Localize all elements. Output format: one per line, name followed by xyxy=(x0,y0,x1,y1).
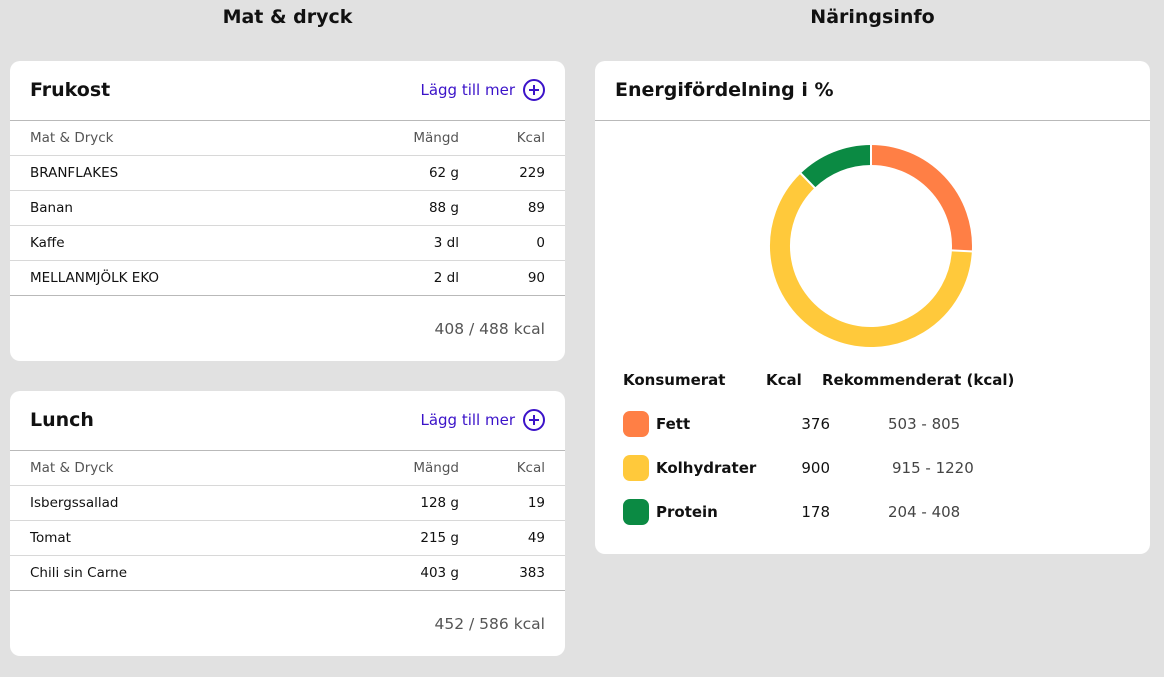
breakfast-total: 408 / 488 kcal xyxy=(434,320,545,338)
legend-name: Protein xyxy=(656,503,718,521)
header-amount: Mängd xyxy=(413,460,459,476)
table-header: Mat & Dryck Mängd Kcal xyxy=(10,121,565,156)
food-name: Kaffe xyxy=(30,235,65,251)
donut-slice-kolhydrater xyxy=(770,173,972,347)
lunch-add-more-button[interactable]: Lägg till mer xyxy=(420,409,545,431)
food-amount: 2 dl xyxy=(433,270,459,286)
donut-separator xyxy=(793,165,823,196)
legend-kcal: 376 xyxy=(801,415,830,433)
table-row[interactable]: BRANFLAKES 62 g 229 xyxy=(10,156,565,191)
food-name: Isbergssallad xyxy=(30,495,119,511)
legend-row-protein: Protein 178 204 - 408 xyxy=(623,499,1023,525)
lunch-add-more-label: Lägg till mer xyxy=(420,411,515,429)
lunch-card-header: Lunch Lägg till mer xyxy=(10,391,565,451)
fat-swatch xyxy=(623,411,649,437)
donut-slice-fett xyxy=(870,145,972,252)
lunch-title: Lunch xyxy=(30,409,94,431)
protein-swatch xyxy=(623,499,649,525)
legend-name: Kolhydrater xyxy=(656,459,757,477)
food-amount: 88 g xyxy=(428,200,459,216)
legend-kcal: 178 xyxy=(801,503,830,521)
legend-recommended: 503 - 805 xyxy=(888,415,961,433)
food-name: MELLANMJÖLK EKO xyxy=(30,270,160,286)
food-kcal: 0 xyxy=(536,235,545,251)
energy-card: Energifördelning i % Konsumerat Kcal Rek… xyxy=(595,61,1150,554)
legend-recommended: 204 - 408 xyxy=(888,503,961,521)
energy-title: Energifördelning i % xyxy=(615,79,834,101)
food-name: Chili sin Carne xyxy=(30,565,128,581)
food-kcal: 229 xyxy=(519,165,545,181)
breakfast-title: Frukost xyxy=(30,79,111,101)
table-row[interactable]: MELLANMJÖLK EKO 2 dl 90 xyxy=(10,261,565,296)
food-amount: 215 g xyxy=(420,530,459,546)
table-row[interactable]: Banan 88 g 89 xyxy=(10,191,565,226)
legend-row-carbs: Kolhydrater 900 915 - 1220 xyxy=(623,455,1023,481)
legend-name: Fett xyxy=(656,415,691,433)
donut-slice-protein xyxy=(800,145,872,189)
plus-circle-icon xyxy=(523,409,545,431)
food-kcal: 383 xyxy=(519,565,545,581)
lunch-card: Lunch Lägg till mer Mat & Dryck Mängd Kc… xyxy=(10,391,565,656)
food-name: Banan xyxy=(30,200,73,216)
food-kcal: 90 xyxy=(527,270,545,286)
food-amount: 62 g xyxy=(428,165,459,181)
breakfast-add-more-label: Lägg till mer xyxy=(420,81,515,99)
breakfast-card-header: Frukost Lägg till mer xyxy=(10,61,565,121)
table-header: Mat & Dryck Mängd Kcal xyxy=(10,451,565,486)
legend-recommended: 915 - 1220 xyxy=(892,459,974,477)
carbs-swatch xyxy=(623,455,649,481)
plus-circle-icon xyxy=(523,79,545,101)
food-kcal: 19 xyxy=(527,495,545,511)
header-kcal: Kcal xyxy=(516,130,545,146)
table-row[interactable]: Chili sin Carne 403 g 383 xyxy=(10,556,565,591)
breakfast-add-more-button[interactable]: Lägg till mer xyxy=(420,79,545,101)
food-kcal: 89 xyxy=(527,200,545,216)
donut-separator xyxy=(941,248,976,253)
legend-header-kcal: Kcal xyxy=(766,371,802,389)
lunch-total: 452 / 586 kcal xyxy=(434,615,545,633)
food-amount: 3 dl xyxy=(433,235,459,251)
food-name: BRANFLAKES xyxy=(30,165,119,181)
nutrition-column-title: Näringsinfo xyxy=(810,6,935,28)
header-food: Mat & Dryck xyxy=(30,460,114,476)
breakfast-card: Frukost Lägg till mer Mat & Dryck Mängd … xyxy=(10,61,565,361)
table-row[interactable]: Kaffe 3 dl 0 xyxy=(10,226,565,261)
food-amount: 128 g xyxy=(420,495,459,511)
food-kcal: 49 xyxy=(527,530,545,546)
table-row[interactable]: Isbergssallad 128 g 19 xyxy=(10,486,565,521)
legend-row-fat: Fett 376 503 - 805 xyxy=(623,411,1023,437)
food-column-title: Mat & dryck xyxy=(222,6,353,28)
food-amount: 403 g xyxy=(420,565,459,581)
header-amount: Mängd xyxy=(413,130,459,146)
legend-header-consumed: Konsumerat xyxy=(623,371,726,389)
food-name: Tomat xyxy=(30,530,71,546)
legend-header-recommended: Rekommenderat (kcal) xyxy=(822,371,1015,389)
energy-donut-chart xyxy=(770,141,976,347)
header-kcal: Kcal xyxy=(516,460,545,476)
legend-kcal: 900 xyxy=(801,459,830,477)
header-food: Mat & Dryck xyxy=(30,130,114,146)
energy-card-header: Energifördelning i % xyxy=(595,61,1150,121)
table-row[interactable]: Tomat 215 g 49 xyxy=(10,521,565,556)
